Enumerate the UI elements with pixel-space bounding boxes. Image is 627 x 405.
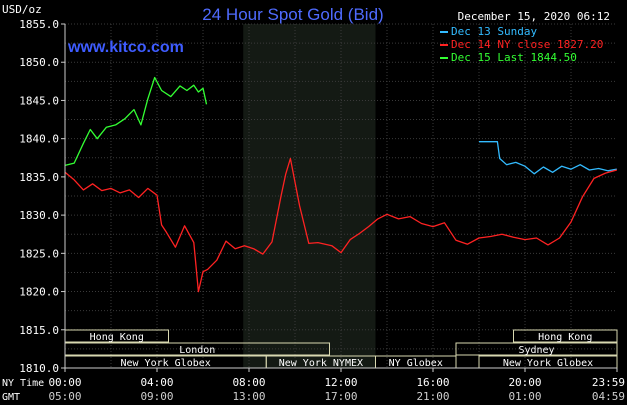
x-tick-label-ny: 12:00: [324, 376, 357, 389]
session-sydney-label: Sydney: [518, 345, 554, 356]
y-tick-label: 1815.0: [19, 324, 59, 337]
series-dec15-last: [64, 76, 208, 167]
session-hong-kong-label: Hong Kong: [90, 332, 144, 343]
y-tick-label: 1825.0: [19, 247, 59, 260]
session-sydney: Sydney: [455, 342, 618, 356]
x-tick-label-ny: 16:00: [416, 376, 449, 389]
ny-time-label: NY Time: [2, 378, 44, 389]
legend-entry-dec14: Dec 14 NY close 1827.20: [451, 38, 603, 51]
price-series: [64, 76, 617, 293]
x-tick-label-gmt: 13:00: [232, 390, 265, 403]
y-tick-label: 1840.0: [19, 133, 59, 146]
session-sydney-box: [455, 342, 618, 356]
y-tick-label: 1820.0: [19, 286, 59, 299]
y-tick-label: 1810.0: [19, 362, 59, 375]
gmt-label: GMT: [2, 392, 20, 403]
chart-title: 24 Hour Spot Gold (Bid): [202, 5, 383, 24]
grid: [65, 23, 617, 369]
x-tick-label-ny: 04:00: [140, 376, 173, 389]
y-tick-label: 1850.0: [19, 56, 59, 69]
session-london-label: London: [179, 345, 215, 356]
date-stamp: December 15, 2020 06:12: [458, 10, 610, 23]
legend-entry-dec15: Dec 15 Last 1844.50: [451, 51, 577, 64]
y-axis-unit-label: USD/oz: [2, 3, 42, 16]
legend: Dec 13 Sunday Dec 14 NY close 1827.20 De…: [440, 25, 603, 64]
source-watermark: www.kitco.com: [67, 39, 184, 56]
x-tick-label-gmt: 17:00: [324, 390, 357, 403]
session-new-york-nymex-label: New York NYMEX: [279, 358, 363, 369]
x-tick-label-gmt: 09:00: [140, 390, 173, 403]
x-tick-label-ny: 20:00: [508, 376, 541, 389]
x-tick-label-gmt: 01:00: [508, 390, 541, 403]
session-new-york-globex-late-label: New York Globex: [503, 358, 593, 369]
y-tick-label: 1835.0: [19, 171, 59, 184]
x-tick-label-ny: 00:00: [48, 376, 81, 389]
y-tick-label: 1845.0: [19, 94, 59, 107]
x-tick-label-gmt: 05:00: [48, 390, 81, 403]
session-ny-globex-label: NY Globex: [389, 358, 443, 369]
series-dec13-sunday: [479, 141, 617, 175]
x-tick-label-gmt: 04:59: [592, 390, 625, 403]
x-tick-label-gmt: 21:00: [416, 390, 449, 403]
legend-entry-dec13: Dec 13 Sunday: [451, 25, 537, 38]
trading-sessions: Hong Kong Hong Kong London Sydney New York G…: [64, 329, 618, 369]
x-tick-label-ny: 08:00: [232, 376, 265, 389]
session-hong-kong-late-box: [513, 329, 618, 343]
y-tick-label: 1830.0: [19, 209, 59, 222]
session-new-york-nymex: New York NYMEX: [265, 355, 376, 369]
series-dec14-ny-close: [64, 157, 617, 293]
session-new-york-globex-label: New York Globex: [120, 358, 210, 369]
session-hong-kong-late: Hong Kong: [513, 329, 618, 343]
y-tick-label: 1855.0: [19, 18, 59, 31]
session-hong-kong-late-label: Hong Kong: [538, 332, 592, 343]
axes: 1855.0 1850.0 1845.0 1840.0 1835.0 1830.0 1825…: [19, 18, 625, 403]
x-tick-label-ny: 23:59: [592, 376, 625, 389]
plot-area: [65, 23, 617, 369]
